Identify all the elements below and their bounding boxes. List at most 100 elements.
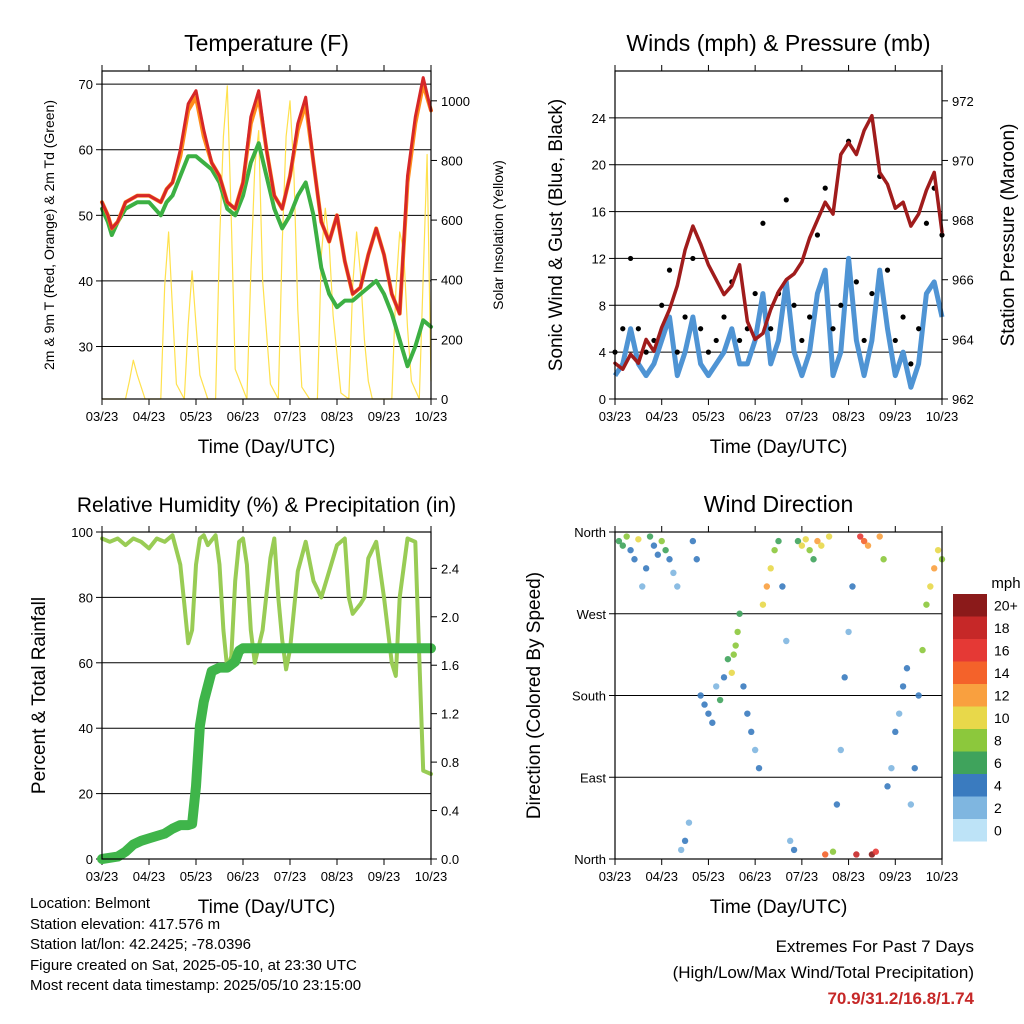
direction-point: [619, 542, 626, 549]
y-tick-label-right: 968: [952, 213, 974, 228]
legend-title: mph: [991, 575, 1020, 592]
legend-swatch: [953, 729, 987, 752]
direction-point: [755, 764, 763, 772]
direction-point: [888, 764, 895, 772]
extremes-title: Extremes For Past 7 Days: [775, 937, 974, 956]
x-tick-label: 08/23: [321, 409, 354, 424]
x-tick-label: 07/23: [786, 869, 819, 884]
y-axis-label: Station Pressure (Maroon): [998, 124, 1019, 347]
x-tick-label: 06/23: [227, 869, 260, 884]
direction-point: [911, 764, 918, 772]
direction-point: [853, 851, 860, 858]
gust-point: [620, 326, 626, 332]
y-tick-label: West: [577, 607, 607, 622]
y-tick-label-right: 0.8: [441, 755, 459, 770]
legend-label: 0: [994, 822, 1002, 838]
x-tick-label: 08/23: [832, 409, 865, 424]
legend-label: 8: [994, 732, 1002, 748]
gust-point: [783, 197, 789, 203]
temperature-panel: Temperature (F) 03/23 04/23 05/23 06/23 07/23…: [41, 30, 506, 458]
y-tick-label-right: 800: [441, 153, 463, 168]
y-tick-label-right: 970: [952, 153, 974, 168]
y-tick-label: East: [580, 770, 606, 785]
direction-point: [927, 583, 934, 590]
direction-point: [775, 537, 782, 545]
direction-point: [685, 819, 693, 826]
direction-point: [650, 542, 658, 549]
direction-point: [802, 536, 809, 543]
x-tick-label: 04/23: [645, 409, 678, 424]
temp-2m-line: [100, 76, 433, 316]
y-tick-label: North: [574, 525, 606, 540]
direction-point: [884, 783, 891, 790]
direction-point: [822, 851, 829, 858]
legend-swatch: [953, 594, 987, 617]
humidity-precip-panel: Relative Humidity (%) & Precipitation (i…: [29, 494, 459, 918]
x-tick-label: 05/23: [692, 869, 725, 884]
gust-point: [908, 361, 914, 367]
legend-swatch: [953, 639, 987, 662]
extremes-subtitle: (High/Low/Max Wind/Total Precipitation): [672, 963, 974, 982]
y-tick-label-right: 0.4: [441, 804, 459, 819]
direction-point: [716, 696, 724, 704]
pressure-line: [613, 113, 944, 371]
y-tick-label-right: 600: [441, 213, 463, 228]
extremes-values: 70.9/31.2/16.8/1.74: [827, 989, 974, 1008]
direction-point: [720, 674, 728, 681]
panel-title: Winds (mph) & Pressure (mb): [626, 30, 930, 56]
gust-point: [768, 326, 774, 332]
y-tick-label: 4: [599, 345, 606, 360]
wind-speed-legend: mph 20+ 18 16 14 12 10 8 6 4 2 0: [953, 575, 1021, 842]
gust-point: [643, 349, 649, 355]
wind-direction-panel: Wind Direction 03/23 04/23 05/23 06/23 07/23 0…: [524, 491, 958, 918]
direction-point: [810, 556, 817, 563]
y-tick-label: 24: [592, 111, 606, 126]
direction-point: [899, 683, 907, 690]
y-tick-label-right: 0: [441, 392, 448, 407]
x-tick-label: 08/23: [321, 869, 354, 884]
gust-point: [659, 302, 665, 308]
y-axis-label: Direction (Colored By Speed): [524, 572, 545, 819]
panel-title: Relative Humidity (%) & Precipitation (i…: [77, 494, 456, 517]
x-tick-label: 10/23: [926, 409, 959, 424]
direction-point: [713, 683, 720, 690]
x-tick-label: 09/23: [368, 869, 401, 884]
rh-line: [100, 533, 433, 776]
x-tick-label: 06/23: [227, 409, 260, 424]
gust-point: [698, 326, 704, 332]
y-tick-label: 60: [79, 656, 93, 671]
y-tick-label-right: 962: [952, 392, 974, 407]
x-axis-label: Time (Day/UTC): [198, 437, 336, 458]
direction-point: [786, 837, 794, 845]
direction-point: [767, 565, 774, 572]
direction-point: [825, 533, 833, 540]
direction-point: [654, 551, 662, 558]
direction-point: [646, 533, 654, 540]
direction-point: [923, 601, 930, 608]
x-tick-label: 08/23: [832, 869, 865, 884]
y-tick-label: 40: [79, 274, 93, 289]
x-tick-label: 05/23: [692, 409, 725, 424]
y-tick-label-right: 0.0: [441, 852, 459, 867]
y-axis-label: Percent & Total Rainfall: [29, 597, 50, 794]
x-tick-label: 04/23: [645, 869, 678, 884]
gust-point: [666, 267, 673, 273]
direction-point: [806, 546, 813, 554]
x-tick-label: 03/23: [86, 869, 119, 884]
x-axis-label: Time (Day/UTC): [710, 897, 848, 918]
y-tick-label: 12: [592, 251, 606, 266]
y-tick-label: 100: [71, 525, 93, 540]
gust-point: [838, 302, 844, 308]
plot-border: [101, 531, 432, 860]
gust-point: [814, 232, 821, 238]
y-axis-label: Sonic Wind & Gust (Blue, Black): [546, 99, 567, 371]
legend-swatch: [953, 616, 987, 639]
x-tick-label: 05/23: [180, 869, 213, 884]
gust-point: [627, 255, 634, 262]
direction-point: [674, 583, 681, 590]
x-tick-label: 09/23: [368, 409, 401, 424]
direction-point: [736, 610, 743, 617]
gust-point: [752, 290, 758, 297]
legend-label: 4: [994, 777, 1002, 793]
